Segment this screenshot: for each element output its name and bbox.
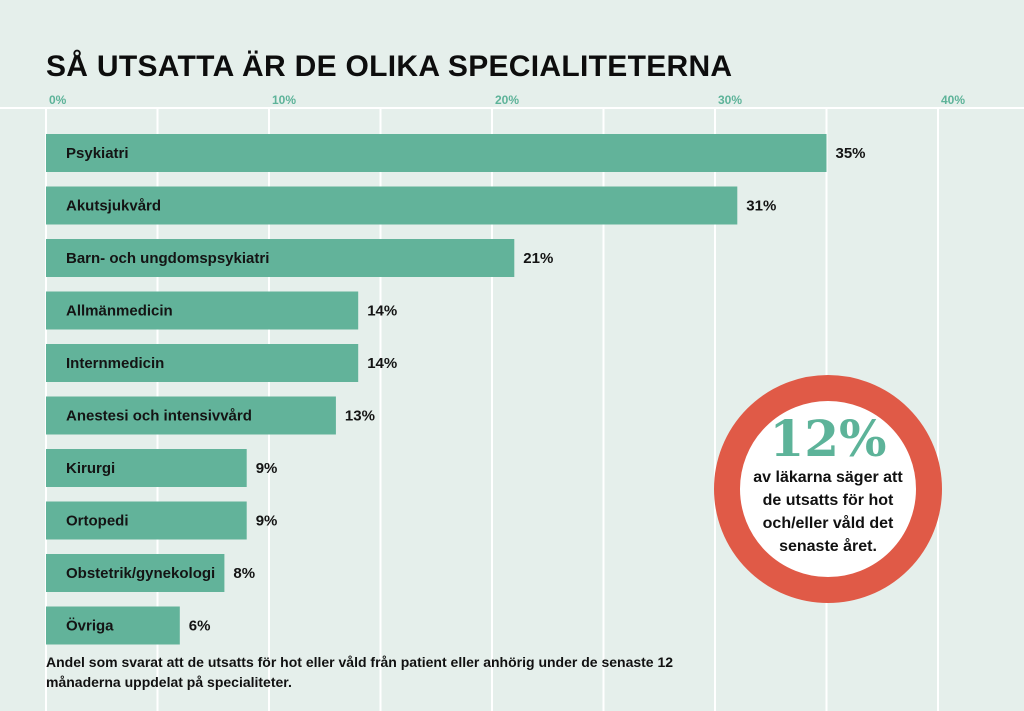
value-label: 21% — [523, 250, 553, 267]
x-tick-label: 40% — [941, 93, 965, 107]
bar-1 — [46, 186, 738, 225]
callout-percentage: 12% — [769, 409, 887, 468]
bar-2 — [46, 239, 515, 277]
category-label: Övriga — [66, 618, 114, 635]
value-label: 31% — [746, 198, 776, 215]
x-axis-ticks: 0% 10% 20% 30% 40% — [49, 93, 965, 107]
chart-title: SÅ UTSATTA ÄR DE OLIKA SPECIALITETERNA — [46, 50, 733, 83]
x-tick-label: 30% — [718, 93, 742, 107]
bar-7 — [46, 501, 247, 540]
bar-6 — [46, 449, 247, 487]
x-tick-label: 0% — [49, 93, 67, 107]
bar-4 — [46, 344, 359, 382]
value-label: 6% — [189, 618, 211, 635]
bar-labels: Psykiatri 35% Akutsjukvård 31% Barn- och ung… — [66, 145, 866, 635]
category-label: Internmedicin — [66, 355, 164, 372]
value-label: 9% — [256, 513, 278, 530]
bar-0 — [46, 134, 827, 172]
category-label: Barn- och ungdomspsykiatri — [66, 250, 269, 267]
category-label: Obstetrik/gynekologi — [66, 565, 215, 582]
category-label: Kirurgi — [66, 460, 115, 477]
bar-3 — [46, 291, 359, 330]
bar-9 — [46, 606, 180, 645]
x-tick-label: 20% — [495, 93, 519, 107]
stat-callout: 12% av läkarna säger att de utsatts för … — [714, 375, 942, 603]
bars — [46, 134, 827, 645]
category-label: Anestesi och intensivvård — [66, 408, 252, 425]
value-label: 14% — [367, 303, 397, 320]
x-tick-label: 10% — [272, 93, 296, 107]
category-label: Ortopedi — [66, 513, 129, 530]
value-label: 14% — [367, 355, 397, 372]
bar-8 — [46, 554, 225, 592]
bar-5 — [46, 396, 336, 435]
value-label: 9% — [256, 460, 278, 477]
value-label: 13% — [345, 408, 375, 425]
value-label: 8% — [233, 565, 255, 582]
category-label: Akutsjukvård — [66, 198, 161, 215]
chart-footnote: Andel som svarat att de utsatts för hot … — [46, 654, 674, 690]
category-label: Psykiatri — [66, 145, 129, 162]
value-label: 35% — [836, 145, 866, 162]
callout-description: av läkarna säger att de utsatts för hot … — [753, 469, 903, 555]
category-label: Allmänmedicin — [66, 303, 173, 320]
